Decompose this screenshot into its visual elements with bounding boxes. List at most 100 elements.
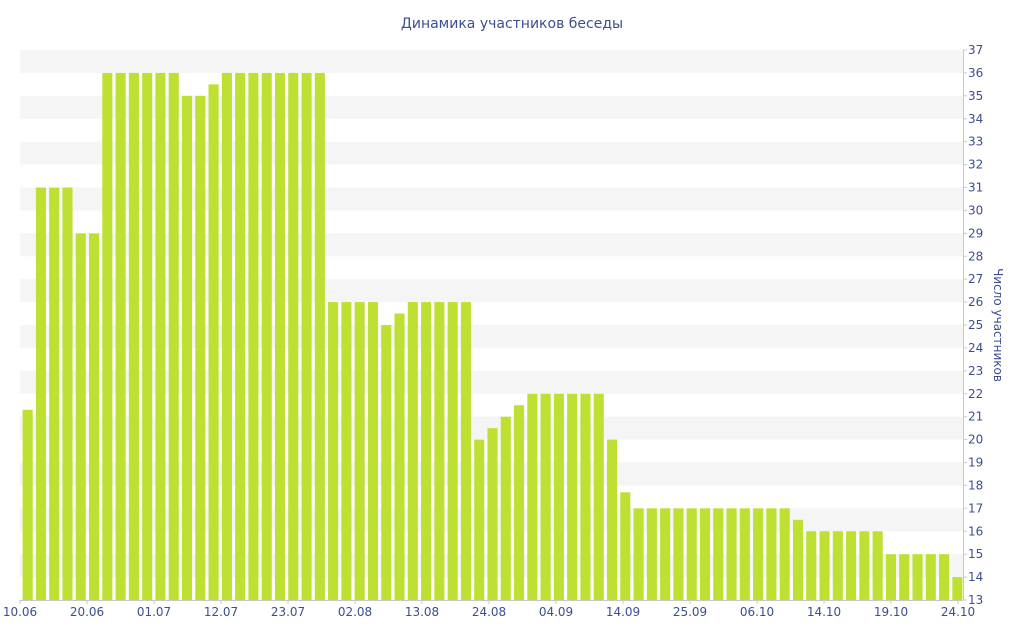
bar — [248, 72, 259, 601]
chart-title: Динамика участников беседы — [401, 16, 623, 32]
bar — [939, 554, 950, 600]
x-tick-label: 10.06 — [3, 605, 37, 619]
bar — [62, 187, 73, 600]
y-tick-label: 35 — [968, 89, 983, 103]
bar — [474, 439, 485, 600]
y-tick-label: 13 — [968, 593, 983, 607]
y-tick-label: 29 — [968, 226, 983, 240]
bar — [314, 72, 325, 601]
bar — [713, 508, 724, 600]
y-tick-label: 16 — [968, 524, 983, 538]
y-tick-label: 18 — [968, 478, 983, 492]
bar — [726, 508, 737, 600]
bar — [593, 393, 604, 600]
bar — [580, 393, 591, 600]
bar — [421, 302, 432, 600]
x-tick-label: 13.08 — [405, 605, 439, 619]
bar — [35, 187, 46, 600]
y-tick-label: 23 — [968, 364, 983, 378]
y-tick-label: 24 — [968, 341, 983, 355]
bar — [274, 72, 286, 601]
bar — [660, 508, 671, 600]
grid-band — [20, 50, 963, 73]
bar — [766, 508, 777, 600]
y-tick-label: 15 — [968, 547, 983, 561]
bar — [341, 302, 352, 600]
y-ticks: 13 14 15 16 17 18 19 20 21 22 23 24 25 26 27 28 29 30 31 32… — [963, 43, 983, 607]
bar — [195, 95, 206, 600]
x-tick-label: 06.10 — [740, 605, 774, 619]
bar — [646, 508, 657, 600]
bar — [221, 72, 232, 601]
bar — [447, 302, 458, 600]
y-tick-label: 26 — [968, 295, 983, 309]
y-tick-label: 25 — [968, 318, 983, 332]
x-tick-label: 12.07 — [204, 605, 238, 619]
x-tick-label: 19.10 — [874, 605, 908, 619]
bar — [22, 409, 33, 600]
bar — [328, 302, 339, 600]
x-tick-label: 24.10 — [941, 605, 975, 619]
bar — [553, 393, 564, 600]
bar — [407, 302, 418, 600]
bar — [606, 439, 618, 600]
bar — [500, 416, 511, 600]
y-tick-label: 32 — [968, 158, 983, 172]
bar — [819, 531, 830, 600]
bar — [885, 554, 896, 600]
y-tick-label: 28 — [968, 249, 983, 263]
bar — [925, 554, 936, 600]
bar — [899, 554, 910, 600]
y-tick-label: 19 — [968, 456, 983, 470]
bar — [686, 508, 697, 600]
y-tick-label: 30 — [968, 203, 983, 217]
bar — [699, 508, 711, 600]
y-tick-label: 36 — [968, 66, 983, 80]
bar — [381, 325, 392, 600]
y-tick-label: 27 — [968, 272, 983, 286]
bar — [460, 302, 471, 600]
x-tick-label: 02.08 — [338, 605, 372, 619]
y-tick-label: 31 — [968, 181, 983, 195]
bar — [859, 531, 870, 600]
x-tick-label: 01.07 — [137, 605, 171, 619]
bar — [527, 393, 538, 600]
bar — [434, 302, 445, 600]
bar — [753, 508, 764, 600]
bar — [354, 302, 365, 600]
x-tick-label: 25.09 — [673, 605, 707, 619]
bar — [394, 313, 405, 600]
bar — [128, 72, 139, 601]
x-tick-label: 14.09 — [606, 605, 640, 619]
y-tick-label: 34 — [968, 112, 983, 126]
bar — [620, 492, 631, 600]
y-tick-label: 21 — [968, 410, 983, 424]
bar — [235, 72, 246, 601]
bar — [779, 508, 790, 600]
bar — [540, 393, 551, 600]
y-tick-label: 33 — [968, 135, 983, 149]
y-tick-label: 37 — [968, 43, 983, 57]
x-tick-label: 23.07 — [271, 605, 305, 619]
bar — [288, 72, 299, 601]
x-ticks: 10.06 20.06 01.07 12.07 23.07 02.08 13.08 24.08… — [3, 600, 975, 619]
x-tick-label: 20.06 — [70, 605, 104, 619]
bar — [673, 508, 684, 600]
bar — [75, 233, 86, 600]
bar — [155, 72, 166, 601]
y-tick-label: 17 — [968, 501, 983, 515]
bar — [142, 72, 153, 601]
bar — [952, 577, 963, 600]
bar — [49, 187, 60, 600]
bar — [832, 531, 843, 600]
bar — [102, 72, 113, 601]
bar — [367, 302, 379, 600]
bar — [487, 428, 498, 601]
x-tick-label: 14.10 — [807, 605, 841, 619]
bar — [208, 84, 219, 601]
bars-group — [22, 72, 963, 601]
bar — [115, 72, 126, 601]
bar — [567, 393, 578, 600]
